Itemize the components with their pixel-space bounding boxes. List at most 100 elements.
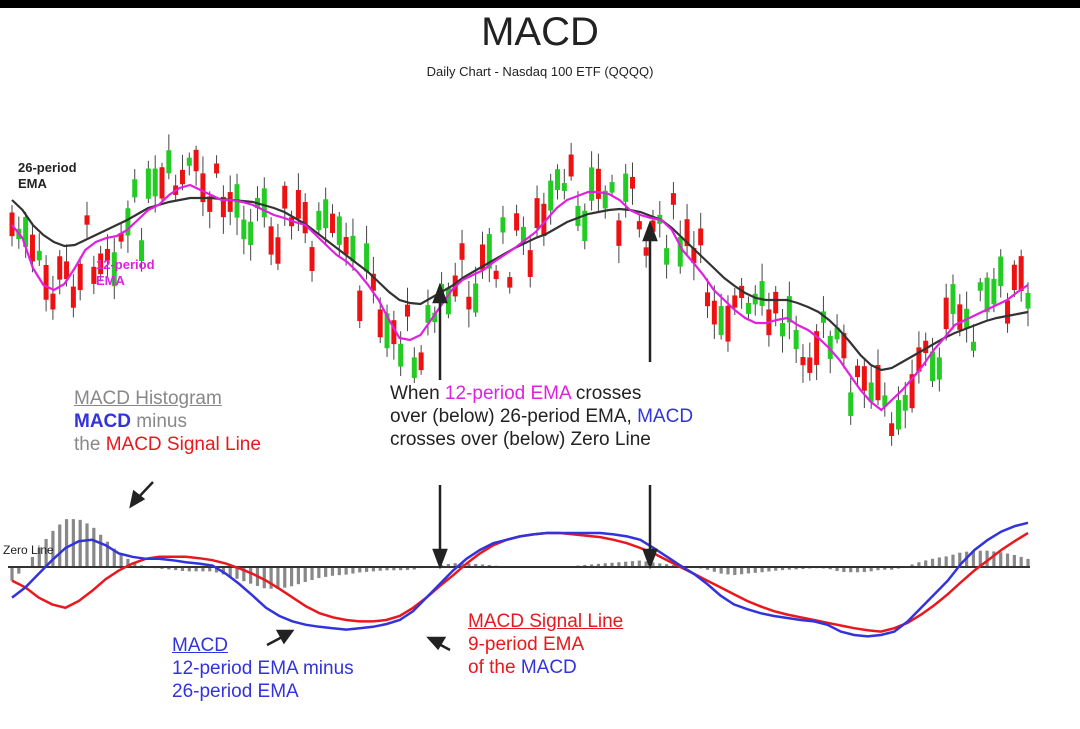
candle (664, 248, 670, 265)
candle (43, 264, 49, 300)
histogram-bar (780, 567, 785, 571)
candle (814, 331, 820, 365)
candle (643, 247, 649, 256)
histogram-bar (719, 567, 723, 574)
histogram-bar (985, 550, 989, 567)
candle (984, 277, 990, 313)
histogram-bar (92, 527, 96, 567)
candle (520, 226, 526, 244)
histogram-bar (624, 561, 628, 567)
histogram-bar (617, 562, 621, 567)
histogram-bar (978, 550, 982, 567)
histogram-bar (930, 558, 935, 567)
histogram-bar (201, 567, 205, 572)
candle (459, 243, 465, 260)
candle (316, 210, 322, 231)
histogram-bar (405, 567, 410, 570)
candle (404, 304, 410, 317)
candle (118, 232, 124, 242)
candle (1018, 256, 1024, 292)
candle (548, 180, 554, 211)
candle (718, 306, 724, 335)
histogram-bar (1012, 554, 1016, 567)
candle (391, 320, 397, 345)
candle (343, 236, 349, 255)
candle (595, 168, 601, 199)
histogram-bar (289, 567, 294, 587)
candle (691, 247, 697, 263)
candle (145, 168, 151, 199)
candle (677, 236, 683, 267)
histogram-bar (705, 567, 710, 570)
candle (200, 173, 206, 203)
candle (207, 196, 213, 212)
histogram-bar (310, 567, 314, 581)
zero-line-label: Zero Line (3, 543, 54, 557)
candle (970, 341, 976, 351)
histogram-bar (794, 567, 798, 570)
candle (309, 247, 315, 271)
candle (329, 213, 335, 233)
candle (275, 237, 281, 264)
candle (159, 167, 165, 199)
candle (514, 213, 520, 231)
candle (902, 394, 908, 411)
candle (241, 219, 247, 240)
histogram-bar (10, 567, 14, 581)
histogram-bar (610, 562, 614, 567)
candle (882, 395, 888, 407)
candle (800, 357, 806, 366)
histogram-bar (44, 538, 48, 567)
candle (930, 351, 936, 382)
candle (636, 221, 642, 230)
histogram-bar (337, 567, 341, 576)
candle (50, 293, 56, 310)
histogram-bar (262, 567, 266, 589)
candle (445, 287, 451, 315)
candle (609, 182, 615, 193)
crossover-annotation: When 12-period EMA crosses over (below) … (386, 383, 698, 452)
candle (834, 327, 840, 340)
histogram-bar (944, 556, 948, 567)
histogram-bar (58, 524, 62, 567)
candle (91, 266, 97, 284)
histogram-bar (787, 567, 791, 570)
histogram-bar (1005, 553, 1010, 567)
candle (1025, 292, 1031, 309)
histogram-bar (849, 567, 853, 573)
histogram-bar (78, 519, 82, 567)
histogram-bar (174, 567, 178, 571)
candle (630, 176, 636, 189)
histogram-bar (999, 552, 1003, 567)
histogram-bar (992, 551, 996, 567)
candle (186, 157, 192, 166)
candle (875, 365, 881, 401)
candle (432, 312, 438, 323)
histogram-bar (658, 563, 662, 567)
ema26-line (11, 196, 1029, 372)
histogram-bar (364, 567, 369, 572)
histogram-bar (303, 567, 307, 582)
ema12-label: 12-period EMA (96, 257, 155, 288)
histogram-bar (105, 541, 110, 567)
histogram-bar (753, 567, 757, 573)
candle (923, 340, 929, 354)
candle (493, 270, 499, 280)
histogram-annotation: MACD Histogram MACD minus the MACD Signa… (74, 388, 261, 455)
candle (98, 253, 104, 275)
candle (473, 283, 479, 313)
histogram-bar (480, 564, 485, 567)
histogram-bar (317, 567, 321, 579)
candle (602, 190, 608, 209)
candle (616, 220, 622, 246)
candle (725, 305, 731, 342)
candle (936, 357, 942, 380)
histogram-bar (208, 567, 212, 572)
candle (77, 263, 83, 291)
histogram-bar (630, 561, 635, 567)
candle (589, 167, 595, 201)
candle (466, 296, 472, 310)
candle (214, 163, 220, 174)
candle (998, 256, 1004, 287)
candle (227, 192, 233, 212)
